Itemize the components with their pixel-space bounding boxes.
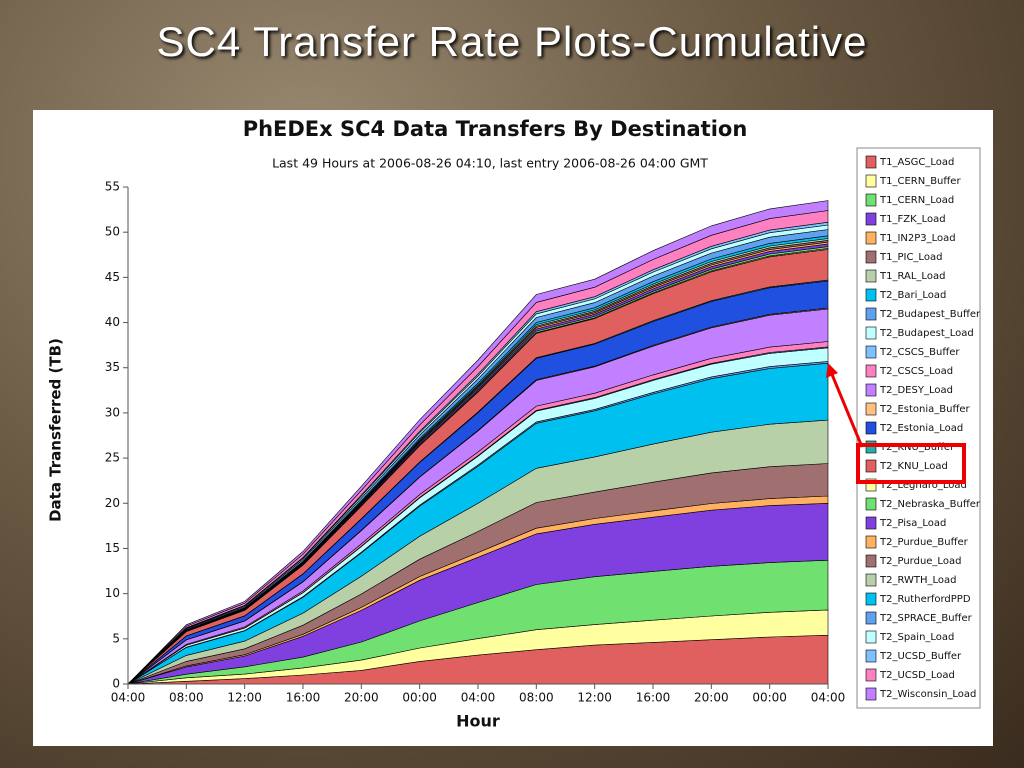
legend-label: T1_IN2P3_Load xyxy=(879,233,956,244)
legend-label: T2_KNU_Buffer xyxy=(879,442,955,453)
legend-swatch xyxy=(865,459,877,473)
legend-label: T1_RAL_Load xyxy=(879,271,945,282)
y-tick-label: 40 xyxy=(105,315,120,329)
legend-label: T2_Pisa_Load xyxy=(879,518,946,529)
legend-swatch xyxy=(865,383,877,397)
x-tick-label: 16:00 xyxy=(636,691,671,705)
chart-title: PhEDEx SC4 Data Transfers By Destination xyxy=(243,117,748,141)
legend-label: T1_CERN_Load xyxy=(879,195,954,206)
y-tick-label: 55 xyxy=(105,180,120,194)
legend-label: T2_SPRACE_Buffer xyxy=(879,613,973,624)
legend-swatch xyxy=(865,345,877,359)
legend-label: T1_ASGC_Load xyxy=(879,157,954,168)
y-tick-label: 35 xyxy=(105,360,120,374)
y-tick-label: 45 xyxy=(105,270,120,284)
legend-swatch xyxy=(865,573,877,587)
legend-box xyxy=(856,147,981,709)
x-tick-label: 20:00 xyxy=(694,691,729,705)
y-axis-label: Data Transferred (TB) xyxy=(47,338,65,522)
y-tick-label: 5 xyxy=(112,631,120,645)
x-tick-label: 12:00 xyxy=(577,691,612,705)
y-tick-label: 25 xyxy=(105,451,120,465)
legend-swatch xyxy=(865,687,877,701)
legend-label: T1_FZK_Load xyxy=(879,214,946,225)
x-axis-label: Hour xyxy=(456,712,500,731)
legend-swatch xyxy=(865,307,877,321)
legend-label: T2_Spain_Load xyxy=(879,632,954,643)
legend-swatch xyxy=(865,535,877,549)
legend-swatch xyxy=(865,630,877,644)
legend-label: T2_RWTH_Load xyxy=(879,575,957,586)
x-tick-label: 04:00 xyxy=(111,691,146,705)
legend-label: T2_Purdue_Load xyxy=(879,556,961,567)
x-tick-label: 04:00 xyxy=(811,691,846,705)
x-tick-label: 00:00 xyxy=(752,691,787,705)
y-tick-label: 15 xyxy=(105,541,120,555)
legend-swatch xyxy=(865,174,877,188)
legend-swatch xyxy=(865,212,877,226)
legend-label: T2_UCSD_Buffer xyxy=(879,651,962,662)
legend-swatch xyxy=(865,155,877,169)
x-tick-label: 08:00 xyxy=(169,691,204,705)
arrow-head xyxy=(826,363,838,378)
highlight-box xyxy=(856,443,966,484)
legend-label: T2_Estonia_Load xyxy=(879,423,963,434)
legend-label: T1_PIC_Load xyxy=(879,252,942,263)
y-tick-label: 50 xyxy=(105,225,120,239)
legend-label: T2_Budapest_Buffer xyxy=(879,309,981,320)
legend-swatch xyxy=(865,611,877,625)
legend-label: T2_UCSD_Load xyxy=(879,670,955,681)
legend-swatch xyxy=(865,649,877,663)
legend-label: T2_CSCS_Load xyxy=(879,366,953,377)
legend-label: T2_Nebraska_Buffer xyxy=(879,499,981,510)
legend-label: T2_KNU_Load xyxy=(879,461,948,472)
legend-label: T2_Bari_Load xyxy=(879,290,946,301)
legend-swatch xyxy=(865,364,877,378)
y-tick-label: 0 xyxy=(112,677,120,691)
highlight-arrow xyxy=(829,371,864,448)
legend-label: T2_Legnaro_Load xyxy=(879,480,967,491)
legend-swatch xyxy=(865,193,877,207)
legend-label: T2_Budapest_Load xyxy=(879,328,974,339)
legend-swatch xyxy=(865,269,877,283)
legend-swatch xyxy=(865,516,877,530)
y-tick-label: 10 xyxy=(105,586,120,600)
legend-swatch xyxy=(865,497,877,511)
x-tick-label: 04:00 xyxy=(461,691,496,705)
chart-subtitle: Last 49 Hours at 2006-08-26 04:10, last … xyxy=(272,156,708,171)
legend-label: T2_Wisconsin_Load xyxy=(879,689,976,700)
plot-area: 0 5 10 15 20 25 30 35 40 45 50 55 04:00 08:00 12:00 16:… xyxy=(105,180,846,705)
legend: T1_ASGC_Load T1_CERN_Buffer T1_CERN_Load T1… xyxy=(865,155,981,701)
x-tick-label: 16:00 xyxy=(286,691,321,705)
legend-swatch xyxy=(865,478,877,492)
legend-swatch xyxy=(865,402,877,416)
slide-title: SC4 Transfer Rate Plots-Cumulative xyxy=(156,18,868,65)
legend-label: T2_Estonia_Buffer xyxy=(879,404,971,415)
legend-label: T1_CERN_Buffer xyxy=(879,176,961,187)
legend-swatch xyxy=(865,231,877,245)
legend-swatch xyxy=(865,421,877,435)
legend-label: T2_RutherfordPPD xyxy=(879,594,971,605)
area xyxy=(127,200,829,685)
legend-label: T2_DESY_Load xyxy=(879,385,953,396)
legend-label: T2_Purdue_Buffer xyxy=(879,537,969,548)
x-tick-label: 12:00 xyxy=(227,691,262,705)
x-tick-label: 00:00 xyxy=(402,691,437,705)
x-tick-label: 08:00 xyxy=(519,691,554,705)
x-tick-label: 20:00 xyxy=(344,691,379,705)
legend-swatch xyxy=(865,326,877,340)
legend-label: T2_CSCS_Buffer xyxy=(879,347,960,358)
y-tick-label: 30 xyxy=(105,405,120,419)
legend-swatch xyxy=(865,288,877,302)
legend-swatch xyxy=(865,592,877,606)
y-tick-label: 20 xyxy=(105,496,120,510)
legend-swatch xyxy=(865,554,877,568)
legend-swatch xyxy=(865,668,877,682)
legend-swatch xyxy=(865,250,877,264)
